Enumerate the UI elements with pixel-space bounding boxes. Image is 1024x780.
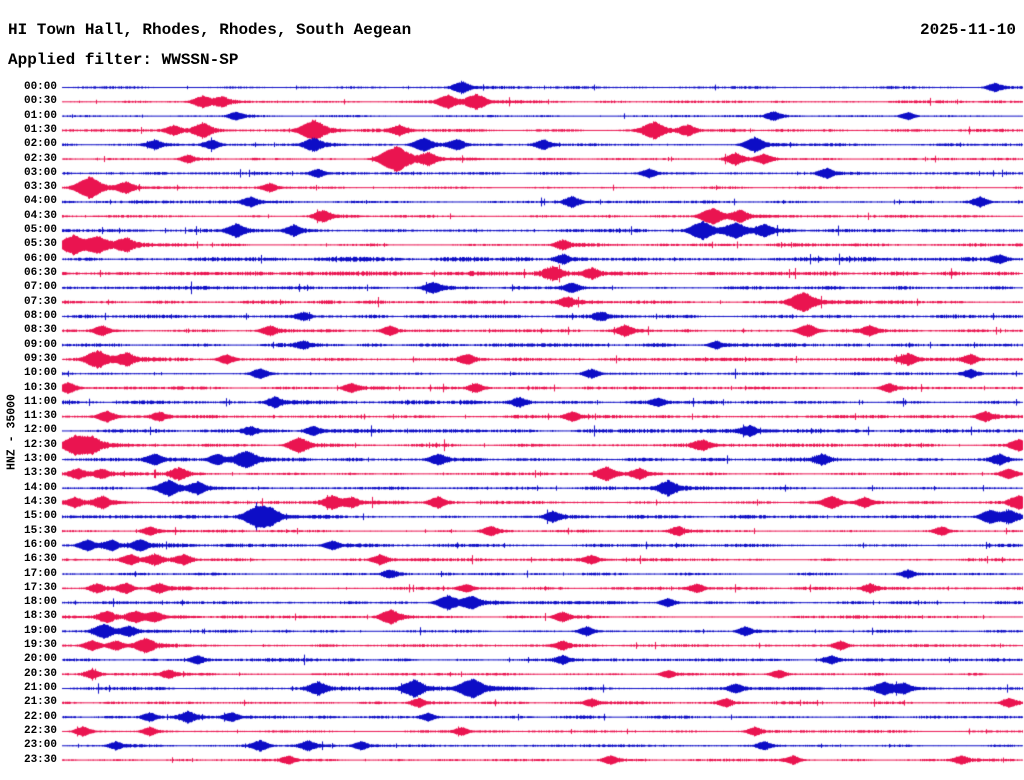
seismogram-trace-plot	[0, 0, 1024, 780]
helicorder-page: HI Town Hall, Rhodes, Rhodes, South Aege…	[0, 0, 1024, 780]
